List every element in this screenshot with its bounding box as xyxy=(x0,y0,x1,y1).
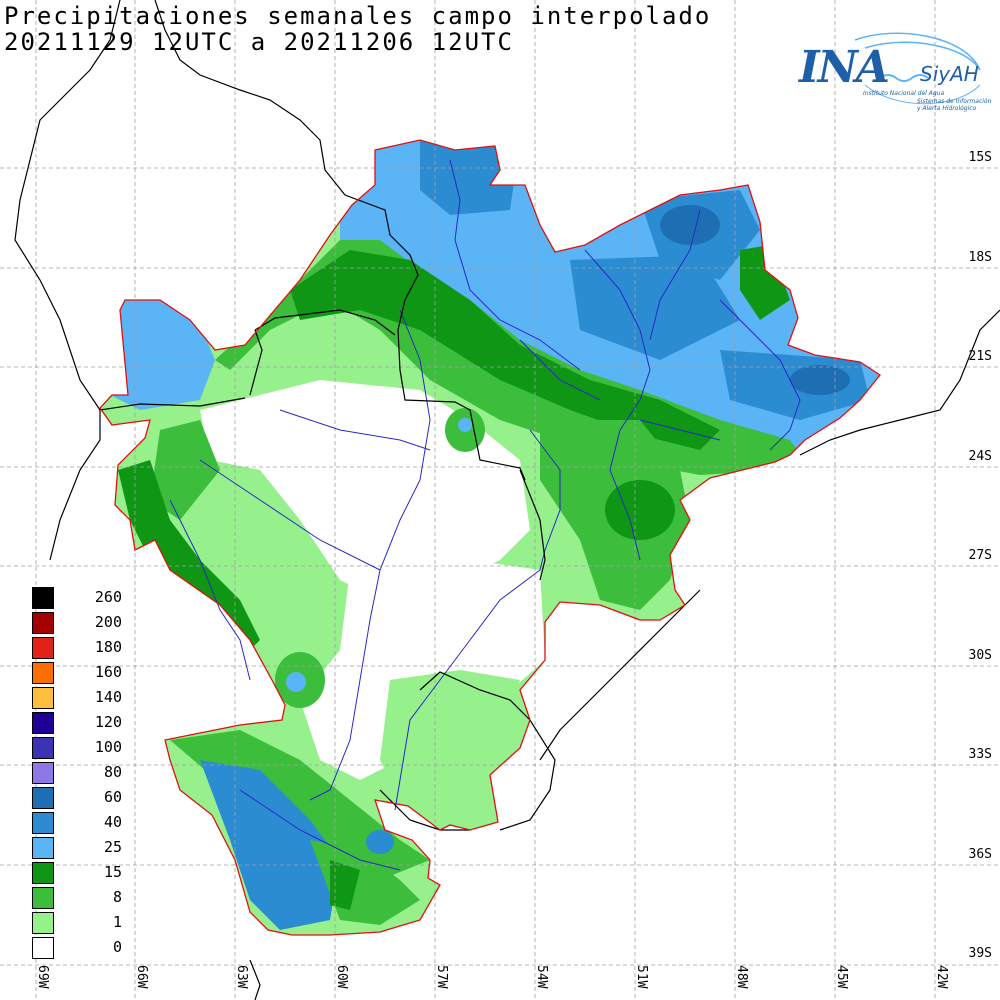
legend-swatch xyxy=(32,737,54,759)
legend-label: 40 xyxy=(103,813,122,831)
legend-swatch xyxy=(32,687,54,709)
legend-row: 140 xyxy=(32,685,122,710)
logo-swoosh-icon xyxy=(854,32,981,105)
legend-row: 200 xyxy=(32,610,122,635)
legend-swatch xyxy=(32,587,54,609)
lat-label: 15S xyxy=(968,150,992,165)
legend-row: 25 xyxy=(32,835,122,860)
legend-swatch xyxy=(32,837,54,859)
legend-label: 80 xyxy=(103,763,122,781)
rivers xyxy=(169,159,801,871)
lon-label: 45W xyxy=(834,965,849,989)
lat-label: 18S xyxy=(968,250,992,265)
legend-row: 100 xyxy=(32,735,122,760)
logo-siyah-text: SiyAH xyxy=(920,62,979,86)
legend-label: 160 xyxy=(94,663,122,681)
legend-label: 60 xyxy=(103,788,122,806)
legend-row: 0 xyxy=(32,935,122,960)
legend-swatch xyxy=(32,812,54,834)
map-title: Precipitaciones semanales campo interpol… xyxy=(4,2,712,30)
map-date-range: 20211129 12UTC a 20211206 12UTC xyxy=(4,28,514,56)
legend-row: 180 xyxy=(32,635,122,660)
lon-label: 69W xyxy=(35,965,50,989)
country-borders xyxy=(14,0,1000,1000)
lon-label: 48W xyxy=(734,965,749,989)
lon-label: 42W xyxy=(934,965,949,989)
legend-label: 140 xyxy=(94,688,122,706)
legend-label: 15 xyxy=(103,863,122,881)
legend-row: 1 xyxy=(32,910,122,935)
logo-systems-text: Sistemas de Información xyxy=(917,98,992,105)
legend-swatch xyxy=(32,787,54,809)
legend-row: 8 xyxy=(32,885,122,910)
precipitation-legend: 260 200 180 160 140 120 100 80 60 40 25 15 8 1 0 xyxy=(32,585,122,960)
legend-label: 100 xyxy=(94,738,122,756)
legend-label: 180 xyxy=(94,638,122,656)
legend-label: 1 xyxy=(112,913,122,931)
legend-row: 40 xyxy=(32,810,122,835)
logo-ina-text: INA xyxy=(799,42,890,93)
lat-label: 36S xyxy=(968,847,992,862)
lat-label: 30S xyxy=(968,648,992,663)
legend-swatch xyxy=(32,762,54,784)
legend-row: 80 xyxy=(32,760,122,785)
lat-label: 21S xyxy=(968,349,992,364)
legend-label: 8 xyxy=(112,888,122,906)
lat-label: 27S xyxy=(968,548,992,563)
lon-label: 51W xyxy=(634,965,649,989)
basin-outline xyxy=(99,139,881,936)
legend-swatch xyxy=(32,662,54,684)
lon-label: 63W xyxy=(234,965,249,989)
legend-swatch xyxy=(32,712,54,734)
legend-row: 260 xyxy=(32,585,122,610)
lon-label: 54W xyxy=(534,965,549,989)
legend-swatch xyxy=(32,912,54,934)
legend-swatch xyxy=(32,937,54,959)
legend-row: 120 xyxy=(32,710,122,735)
legend-label: 120 xyxy=(94,713,122,731)
logo-institute-text: Instituto Nacional del Agua xyxy=(863,90,945,97)
legend-label: 260 xyxy=(94,588,122,606)
legend-label: 0 xyxy=(112,938,122,956)
legend-row: 60 xyxy=(32,785,122,810)
lon-label: 57W xyxy=(434,965,449,989)
legend-row: 160 xyxy=(32,660,122,685)
legend-swatch xyxy=(32,637,54,659)
legend-row: 15 xyxy=(32,860,122,885)
lat-label: 24S xyxy=(968,449,992,464)
legend-label: 25 xyxy=(103,838,122,856)
legend-label: 200 xyxy=(94,613,122,631)
lat-label: 39S xyxy=(968,946,992,961)
lon-label: 60W xyxy=(334,965,349,989)
precipitation-field xyxy=(100,140,880,935)
logo-alert-text: y Alerta Hidrológico xyxy=(917,105,977,112)
lon-label: 66W xyxy=(134,965,149,989)
legend-swatch xyxy=(32,612,54,634)
ina-siyah-logo: INA SiyAH Instituto Nacional del Agua Si… xyxy=(795,30,995,130)
lat-label: 33S xyxy=(968,747,992,762)
legend-swatch xyxy=(32,862,54,884)
legend-swatch xyxy=(32,887,54,909)
